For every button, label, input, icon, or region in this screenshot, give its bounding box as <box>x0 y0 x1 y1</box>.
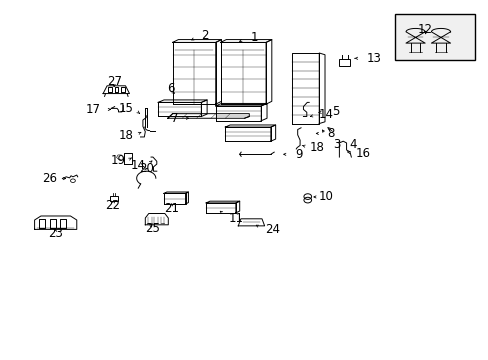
Text: 24: 24 <box>264 223 279 236</box>
Text: 25: 25 <box>144 222 160 235</box>
Text: 6: 6 <box>166 82 174 95</box>
Text: 13: 13 <box>366 52 381 65</box>
Text: 18: 18 <box>308 141 324 154</box>
Text: 8: 8 <box>327 127 334 140</box>
Text: 15: 15 <box>118 102 133 115</box>
Text: 5: 5 <box>331 105 338 118</box>
Text: 22: 22 <box>105 199 120 212</box>
Text: 7: 7 <box>170 112 178 125</box>
Text: 17: 17 <box>85 103 101 116</box>
Text: 3: 3 <box>332 138 340 151</box>
Text: 19: 19 <box>110 154 125 167</box>
Text: 21: 21 <box>164 202 179 215</box>
Text: 2: 2 <box>201 29 208 42</box>
Text: 26: 26 <box>41 172 57 185</box>
Text: 27: 27 <box>106 75 122 88</box>
Text: 11: 11 <box>228 212 243 225</box>
Bar <box>110 196 118 201</box>
Text: 10: 10 <box>318 190 333 203</box>
Bar <box>395 14 473 60</box>
Text: 9: 9 <box>294 148 302 161</box>
Text: 14: 14 <box>318 108 333 121</box>
Text: 1: 1 <box>250 31 257 44</box>
Text: 18: 18 <box>118 129 133 143</box>
Text: 20: 20 <box>139 162 154 175</box>
Bar <box>339 59 349 66</box>
Text: 23: 23 <box>48 227 62 240</box>
Text: 4: 4 <box>348 138 356 151</box>
Text: 16: 16 <box>355 147 370 161</box>
Text: 12: 12 <box>417 23 432 36</box>
Text: 14: 14 <box>130 159 145 172</box>
